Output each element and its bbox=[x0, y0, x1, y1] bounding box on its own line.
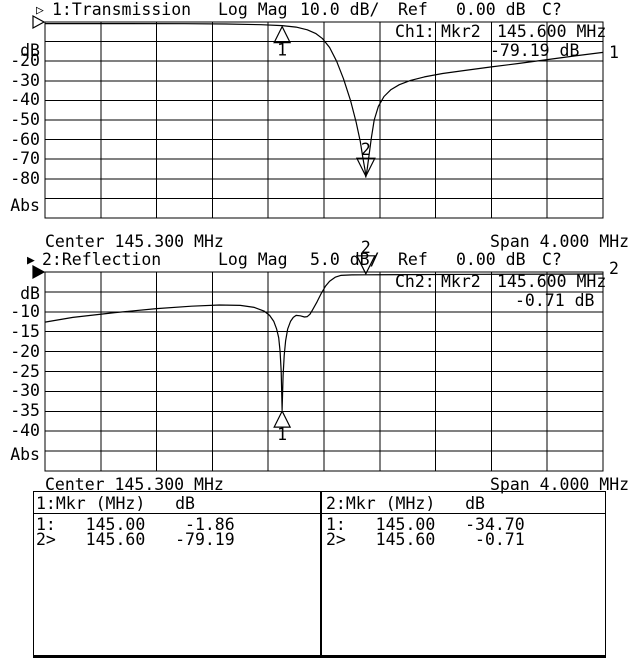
channel1-title: 1:Transmission bbox=[52, 0, 192, 19]
marker-1-icon bbox=[273, 409, 292, 428]
y-axis-label: -25 bbox=[10, 361, 40, 381]
marker-table-row: 1: 145.00 -34.70 bbox=[326, 515, 525, 534]
ch2-annotation-marker: Mkr2 bbox=[441, 272, 481, 291]
channel1-pointer-icon: ▷ bbox=[36, 3, 44, 18]
ch1-annotation-channel: Ch1: bbox=[395, 22, 435, 41]
y-axis-label: -35 bbox=[10, 401, 40, 421]
y-axis-label: -40 bbox=[10, 420, 40, 440]
marker-2-label: 2 bbox=[361, 140, 371, 159]
marker-table bbox=[33, 491, 606, 658]
marker-table-header-underline-right bbox=[322, 513, 605, 514]
channel2-scale: 5.0 dB/ bbox=[310, 250, 380, 269]
channel2-format: Log Mag bbox=[218, 250, 288, 269]
ch2-annotation-channel: Ch2: bbox=[395, 272, 435, 291]
y-axis-label: -30 bbox=[10, 70, 40, 90]
marker-table-row: 1: 145.00 -1.86 bbox=[36, 515, 235, 534]
channel2-title: 2:Reflection bbox=[42, 250, 162, 269]
channel1-cal-status: C? bbox=[542, 0, 562, 19]
channel2-pointer-icon: ▶ bbox=[27, 253, 35, 268]
channel1-scale: 10.0 dB/ bbox=[300, 0, 380, 19]
y-axis-label: dB bbox=[20, 283, 40, 303]
y-axis-label: -30 bbox=[10, 381, 40, 401]
marker-table-row: 2> 145.60 -79.19 bbox=[36, 530, 235, 549]
channel2-cal-status: C? bbox=[542, 250, 562, 269]
marker-1-label: 1 bbox=[277, 425, 287, 444]
trace2-indicator: 2 bbox=[609, 259, 619, 278]
trace1-indicator: 1 bbox=[609, 43, 619, 62]
y-axis-label: -10 bbox=[10, 301, 40, 321]
y-axis-label: -50 bbox=[10, 109, 40, 129]
marker-table-header-ch2: 2:Mkr (MHz) dB bbox=[326, 494, 485, 513]
channel1-ref-label: Ref bbox=[398, 0, 428, 19]
channel2-ref-label: Ref bbox=[398, 250, 428, 269]
y-axis-label: -40 bbox=[10, 90, 40, 110]
y-axis-label: -15 bbox=[10, 321, 40, 341]
marker-1-label: 1 bbox=[277, 41, 287, 60]
channel1-ref-value: 0.00 dB bbox=[456, 0, 526, 19]
ch2-span: Span 4.000 MHz bbox=[490, 475, 630, 494]
marker-table-header-ch1: 1:Mkr (MHz) dB bbox=[36, 494, 195, 513]
marker-1-icon bbox=[273, 25, 292, 44]
marker-table-header-underline-left bbox=[34, 513, 320, 514]
channel1-format: Log Mag bbox=[218, 0, 288, 19]
ch2-center-frequency: Center 145.300 MHz bbox=[45, 475, 224, 494]
ch2-annotation-value: -0.71 dB bbox=[515, 291, 595, 310]
ch1-annotation-marker: Mkr2 bbox=[441, 22, 481, 41]
channel2-ref-value: 0.00 dB bbox=[456, 250, 526, 269]
y-axis-label: -20 bbox=[10, 341, 40, 361]
y-axis-label: -70 bbox=[10, 148, 40, 168]
marker-2-icon bbox=[355, 157, 376, 178]
y-axis-label: -80 bbox=[10, 168, 40, 188]
y-axis-label: -20 bbox=[10, 50, 40, 70]
ch1-annotation-value: -79.19 dB bbox=[490, 41, 580, 60]
y-axis-label: -60 bbox=[10, 129, 40, 149]
ch2-annotation-freq: 145.600 MHz bbox=[497, 272, 607, 291]
y-axis-label: Abs bbox=[10, 444, 40, 464]
ch1-annotation-freq: 145.600 MHz bbox=[497, 22, 607, 41]
y-axis-label: dB bbox=[20, 40, 40, 60]
marker-table-divider bbox=[320, 492, 322, 655]
ch1-span: Span 4.000 MHz bbox=[490, 232, 630, 251]
ch1-center-frequency: Center 145.300 MHz bbox=[45, 232, 224, 251]
y-axis-label: Abs bbox=[10, 196, 40, 216]
marker-table-row: 2> 145.60 -0.71 bbox=[326, 530, 525, 549]
